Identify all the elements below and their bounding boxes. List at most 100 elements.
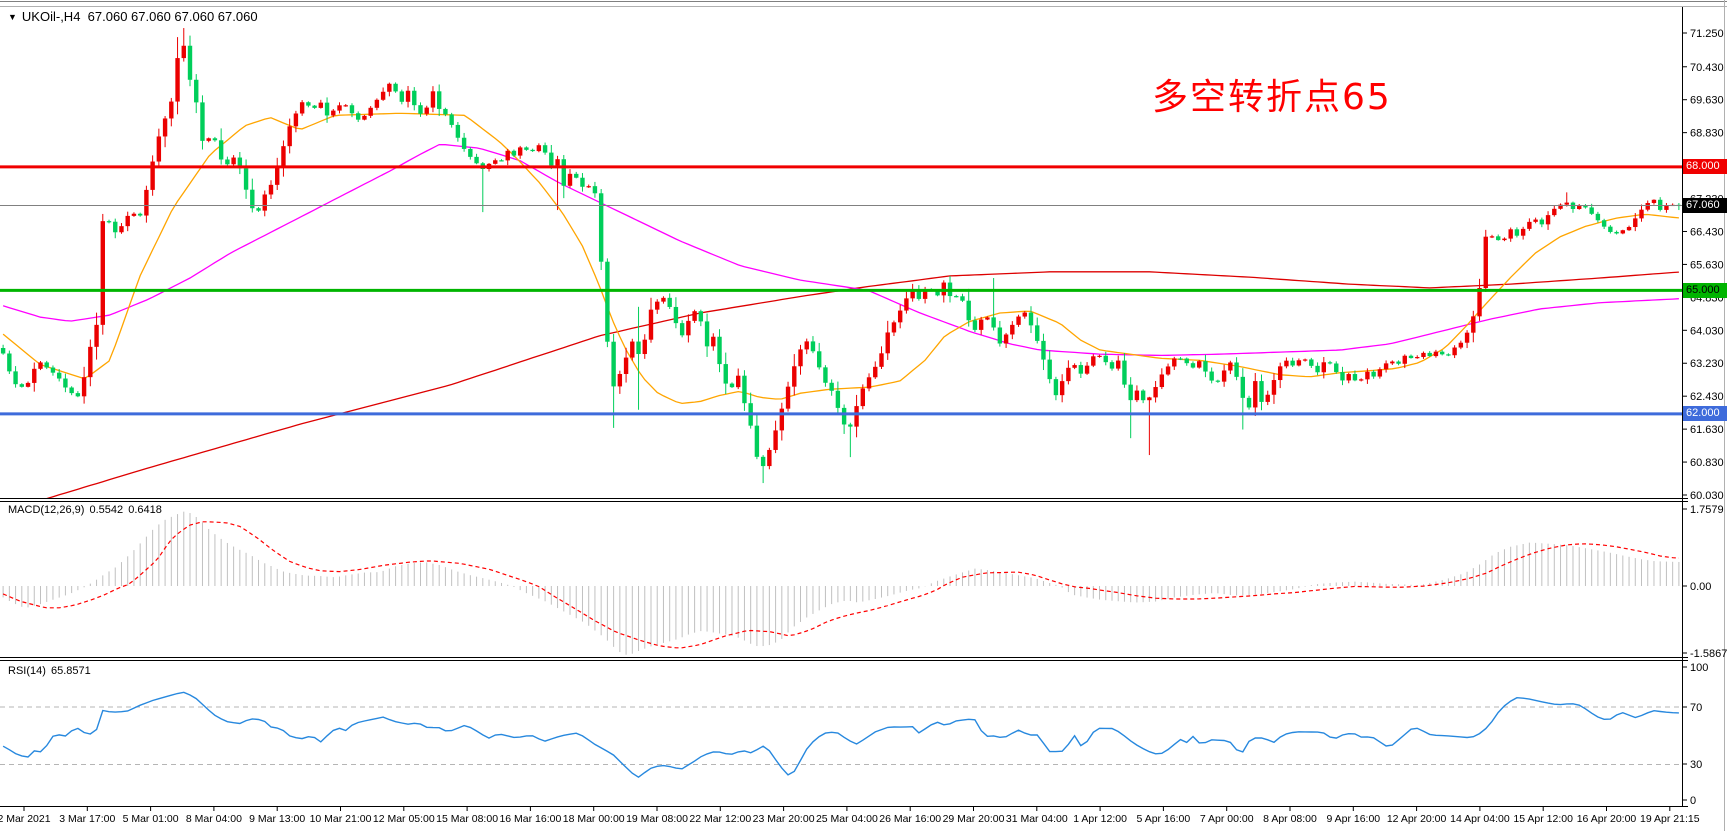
rsi-panel[interactable] (0, 691, 1682, 779)
time-axis-label: 31 Mar 04:00 (1006, 813, 1068, 825)
candlestick (1421, 352, 1426, 358)
price-level-label-68.000: 68.000 (1683, 159, 1727, 175)
candlestick (1371, 371, 1376, 377)
time-axis-label: 5 Apr 16:00 (1137, 813, 1191, 825)
candlestick (125, 215, 130, 227)
candlestick (623, 357, 629, 374)
candlestick (1452, 347, 1457, 356)
candlestick (0, 348, 6, 354)
candlestick (156, 136, 162, 162)
candlestick (1608, 226, 1613, 232)
candlestick (1091, 356, 1096, 366)
candlestick (380, 91, 386, 100)
candlestick (63, 378, 68, 388)
candlestick (711, 336, 716, 347)
indicator-axis-label: 70 (1690, 702, 1702, 714)
candlestick (1346, 374, 1351, 381)
candlestick (854, 406, 859, 427)
candlestick (1271, 380, 1277, 395)
candlestick (829, 382, 834, 391)
candlestick (1471, 316, 1476, 333)
time-axis-label: 8 Apr 08:00 (1263, 813, 1317, 825)
candlestick (1184, 358, 1189, 364)
candlestick (530, 149, 535, 152)
candlestick (88, 346, 93, 378)
candlestick (1427, 352, 1432, 357)
candlestick (1122, 360, 1127, 385)
price-tick-label: 66.430 (1690, 226, 1724, 238)
candlestick (131, 213, 137, 216)
candlestick (1059, 381, 1065, 396)
indicator-axis-label: -1.5867 (1690, 648, 1727, 660)
candlestick (736, 375, 741, 388)
candlestick (262, 194, 267, 211)
candlestick (75, 393, 81, 397)
price-tick-label: 65.630 (1690, 259, 1724, 271)
candlestick (1159, 374, 1165, 388)
candlestick (1172, 358, 1177, 367)
candlestick (1446, 354, 1451, 356)
candlestick (574, 173, 579, 178)
candlestick (1016, 316, 1021, 325)
chart-text-annotation[interactable]: 多空转折点65 (1152, 77, 1392, 118)
candlestick (1028, 312, 1034, 326)
candlestick (1334, 363, 1339, 373)
price-level-label-65.000: 65.000 (1683, 282, 1727, 298)
candlestick (275, 167, 280, 185)
candlestick (661, 297, 666, 302)
candlestick (1620, 230, 1626, 234)
candlestick (231, 157, 236, 165)
candlestick (692, 311, 697, 321)
candlestick (891, 322, 897, 333)
indicator-axis-label: 1.7579 (1690, 504, 1724, 516)
candlestick (281, 146, 286, 168)
candlestick (1664, 205, 1669, 210)
price-level-label-67.060: 67.060 (1683, 198, 1727, 214)
candlestick (1165, 366, 1171, 375)
candlestick (598, 193, 604, 262)
candlestick (181, 45, 186, 59)
candlestick (349, 105, 355, 114)
candlestick (468, 148, 473, 157)
candlestick (287, 126, 292, 147)
candlestick (1396, 361, 1401, 364)
price-tick-label: 68.830 (1690, 128, 1724, 140)
candlestick (972, 320, 978, 330)
candlestick (499, 160, 504, 162)
candlestick (399, 91, 405, 102)
candlestick (916, 289, 922, 299)
candlestick (1508, 229, 1513, 239)
candlestick (1626, 227, 1632, 231)
time-axis-label: 23 Mar 20:00 (753, 813, 815, 825)
candlestick (268, 184, 274, 195)
candlestick (100, 221, 105, 325)
candlestick (256, 208, 261, 211)
candlestick (555, 159, 560, 166)
ma-fast-line (2, 112, 1679, 405)
symbol-timeframe-label: UKOil-,H4 (21, 9, 81, 24)
candlestick (1595, 213, 1601, 221)
candlestick (194, 79, 199, 103)
candlestick (1564, 202, 1569, 205)
candlestick (1097, 355, 1102, 357)
candlestick (1178, 358, 1183, 360)
candlestick (1527, 221, 1532, 229)
ma-slow-line (46, 271, 1679, 498)
candlestick (978, 319, 984, 330)
candlestick (1221, 370, 1227, 382)
candlestick (1327, 362, 1333, 364)
symbol-dropdown-icon[interactable]: ▼ (8, 12, 17, 22)
main-chart-panel[interactable] (0, 28, 1682, 512)
candlestick (729, 383, 735, 388)
candlestick (1240, 376, 1246, 398)
candlestick (1041, 340, 1046, 360)
candlestick (1003, 334, 1009, 344)
macd-panel[interactable] (2, 511, 1680, 655)
candlestick (567, 173, 573, 186)
candlestick (1633, 218, 1638, 228)
time-axis-label: 2 Mar 2021 (0, 813, 51, 825)
candlestick (922, 290, 928, 299)
candlestick (816, 351, 822, 368)
candlestick (318, 102, 324, 108)
